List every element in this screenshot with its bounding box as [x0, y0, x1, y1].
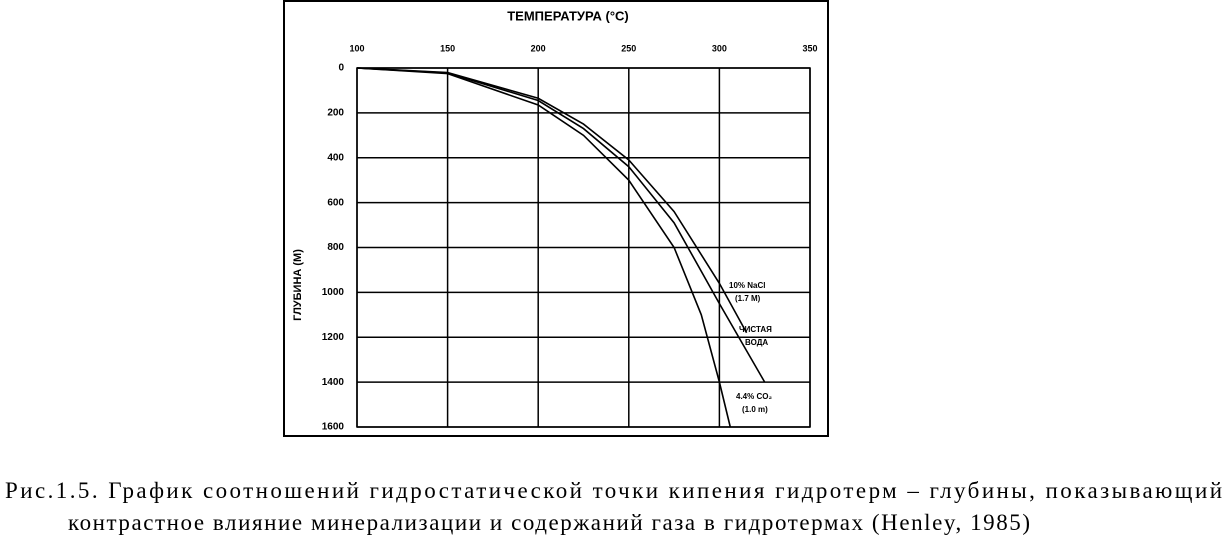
curve-label: ЧИСТАЯ: [739, 325, 772, 334]
y-tick-label: 600: [327, 197, 344, 208]
x-tick-label: 150: [440, 43, 455, 53]
curve: [356, 67, 732, 428]
x-tick-label: 200: [531, 43, 546, 53]
caption-line: Рис.1.5. График соотношений гидростатиче…: [5, 478, 1222, 503]
y-tick-label: 1200: [322, 332, 345, 343]
x-tick-label: 100: [349, 43, 364, 53]
caption-line: контрастное влияние минерализации и соде…: [68, 510, 1030, 535]
x-axis-label: ТЕМПЕРАТУРА (°C): [507, 8, 629, 23]
x-tick-label: 300: [712, 43, 727, 53]
y-tick-label: 1000: [322, 287, 345, 298]
y-tick-label: 0: [338, 63, 344, 74]
y-tick-label: 1600: [322, 422, 345, 433]
y-tick-label: 200: [327, 108, 344, 119]
y-axis-label: ГЛУБИНА (M): [292, 249, 304, 321]
curve: [356, 67, 766, 383]
curve-label: (1.7 M): [735, 294, 761, 303]
x-tick-label: 250: [621, 43, 636, 53]
frame: [283, 0, 829, 437]
curve-label: 10% NaCl: [729, 281, 765, 290]
curve-label: 4.4% CO₂: [736, 392, 772, 401]
curve-label: ВОДА: [745, 338, 768, 347]
x-tick-label: 350: [802, 43, 817, 53]
y-tick-label: 400: [327, 152, 344, 163]
curve-label: (1.0 m): [742, 405, 768, 414]
y-tick-label: 1400: [322, 377, 345, 388]
y-tick-label: 800: [327, 242, 344, 253]
